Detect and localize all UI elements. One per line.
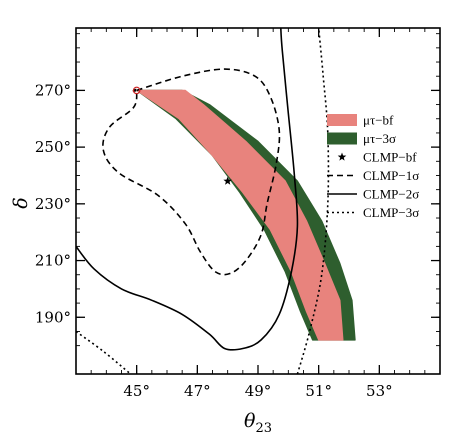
legend-item-mutau_3sigma: μτ−3σ	[327, 131, 396, 146]
legend-item-clmp_1sigma: CLMP−1σ	[327, 168, 419, 183]
y-axis-label: δ	[10, 197, 32, 208]
axis-ticks	[75, 28, 441, 374]
x-axis-label-sub: 23	[255, 421, 272, 436]
marker-mutau_bf_point	[132, 86, 141, 95]
contour-regions	[136, 89, 356, 341]
marker-layer	[132, 86, 232, 185]
y-tick-label: 210°	[35, 252, 71, 270]
legend-label: CLMP−1σ	[363, 168, 419, 183]
y-tick-label: 250°	[35, 138, 71, 156]
legend-label: CLMP−2σ	[363, 187, 419, 202]
y-tick-labels: 190° 210° 230° 250° 270°	[35, 81, 71, 326]
x-tick-label: 49°	[245, 382, 272, 400]
contour-clmp_2sigma-3	[76, 28, 299, 351]
legend: μτ−bf μτ−3σ CLMP−bf CLMP−1σ CLMP−2σ CLMP−3σ	[327, 113, 419, 220]
y-tick-label: 270°	[35, 81, 71, 99]
legend-item-mutau_bf: μτ−bf	[327, 113, 394, 128]
legend-label: CLMP−3σ	[363, 205, 419, 220]
legend-item-clmp_3sigma: CLMP−3σ	[327, 205, 419, 220]
x-tick-label: 51°	[305, 382, 332, 400]
x-tick-label: 45°	[123, 382, 150, 400]
x-axis-label-main: θ	[244, 410, 256, 432]
region-mutau_bf	[136, 89, 344, 341]
marker-clmp_bf	[223, 176, 232, 185]
legend-swatch	[327, 132, 357, 145]
x-tick-label: 53°	[366, 382, 393, 400]
contour-clmp_3sigma-4	[76, 330, 132, 374]
contour-clmp_1sigma-2	[102, 68, 281, 276]
x-axis-label: θ23	[244, 410, 272, 436]
legend-label: μτ−3σ	[363, 131, 396, 146]
y-tick-label: 230°	[35, 195, 71, 213]
legend-label: μτ−bf	[363, 113, 394, 128]
legend-swatch	[327, 114, 357, 126]
legend-swatch	[337, 152, 347, 161]
x-tick-label: 47°	[184, 382, 211, 400]
legend-label: CLMP−bf	[363, 150, 417, 165]
y-tick-label: 190°	[35, 308, 71, 326]
legend-item-clmp_bf: CLMP−bf	[337, 150, 417, 165]
x-tick-labels: 45° 47° 49° 51° 53°	[123, 382, 392, 400]
legend-item-clmp_2sigma: CLMP−2σ	[327, 187, 419, 202]
contour-lines	[76, 28, 330, 374]
contour-clmp_3sigma-5	[296, 28, 330, 374]
